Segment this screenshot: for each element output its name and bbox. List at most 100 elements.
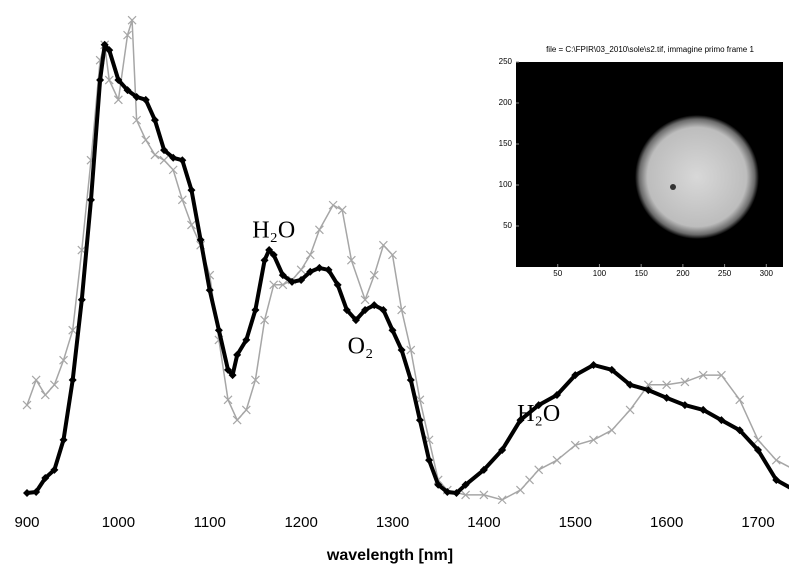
x-tick-label: 200 — [676, 269, 690, 278]
x-marker — [328, 200, 338, 210]
diamond-marker — [100, 40, 109, 49]
x-marker — [534, 465, 544, 475]
diamond-marker — [406, 375, 415, 384]
x-marker — [397, 305, 407, 315]
x-marker — [552, 455, 562, 465]
x-marker — [305, 250, 315, 260]
diamond-marker — [333, 280, 342, 289]
diamond-marker — [662, 393, 671, 402]
x-tick-label: 300 — [760, 269, 774, 278]
diamond-marker — [228, 371, 237, 380]
diamond-marker — [534, 401, 543, 410]
x-marker — [369, 270, 379, 280]
diamond-marker — [297, 275, 306, 284]
diamond-marker — [86, 195, 95, 204]
diamond-marker — [479, 465, 488, 474]
x-marker — [269, 280, 279, 290]
diamond-marker — [461, 480, 470, 489]
x-tick-label: 1200 — [284, 514, 317, 531]
x-marker — [771, 455, 781, 465]
diamond-marker — [680, 401, 689, 410]
diamond-marker — [571, 371, 580, 380]
x-marker — [260, 315, 269, 325]
diamond-marker — [187, 186, 196, 195]
x-marker — [337, 205, 347, 215]
diamond-marker — [589, 361, 598, 370]
diamond-marker — [516, 416, 525, 425]
x-marker — [346, 255, 356, 265]
diamond-marker — [224, 365, 233, 374]
x-marker — [168, 165, 178, 175]
diamond-marker — [242, 335, 251, 344]
x-marker — [150, 150, 160, 160]
x-marker — [388, 250, 397, 260]
diamond-marker — [434, 480, 443, 489]
diamond-marker — [717, 416, 726, 425]
diamond-marker — [498, 446, 507, 455]
diamond-marker — [452, 489, 461, 497]
x-marker — [662, 380, 672, 390]
y-tick-label: 250 — [499, 57, 513, 66]
x-marker — [314, 225, 324, 235]
diamond-marker — [306, 267, 315, 276]
x-marker — [132, 115, 142, 125]
x-marker — [461, 490, 471, 500]
diamond-marker — [214, 326, 223, 335]
series-line — [26, 19, 789, 501]
x-marker — [68, 325, 78, 335]
x-marker — [378, 240, 388, 250]
diamond-marker — [644, 386, 653, 395]
diamond-marker — [233, 350, 242, 359]
diamond-marker — [735, 426, 744, 435]
x-marker — [698, 370, 708, 380]
x-marker — [589, 435, 598, 445]
annotation: O₂ — [348, 334, 374, 360]
x-marker — [570, 440, 580, 450]
x-tick-label: 900 — [14, 514, 39, 531]
x-tick-label: 1600 — [650, 514, 683, 531]
x-marker — [31, 375, 41, 385]
diamond-marker — [361, 305, 370, 314]
x-tick-label: 1700 — [741, 514, 774, 531]
x-marker — [479, 490, 489, 500]
x-tick-label: 1400 — [467, 514, 500, 531]
diamond-marker — [105, 46, 114, 55]
diamond-marker — [114, 76, 123, 85]
x-marker — [497, 495, 507, 505]
x-marker — [223, 395, 233, 405]
x-tick-label: 50 — [553, 269, 562, 278]
diamond-marker — [699, 405, 708, 414]
annotation: H₂O — [517, 401, 560, 427]
diamond-marker — [552, 390, 561, 399]
diamond-marker — [772, 475, 781, 484]
x-marker — [360, 295, 370, 305]
diamond-marker — [169, 153, 178, 162]
diamond-marker — [68, 375, 77, 384]
x-tick-label: 250 — [718, 269, 732, 278]
x-tick-label: 1300 — [376, 514, 409, 531]
sun-disc — [635, 115, 759, 239]
x-marker — [22, 400, 32, 410]
diamond-marker — [607, 365, 616, 374]
y-tick-label: 200 — [499, 98, 513, 107]
x-marker — [735, 395, 745, 405]
diamond-marker — [370, 301, 379, 310]
diamond-marker — [265, 246, 274, 255]
x-marker — [625, 405, 635, 415]
x-marker — [753, 435, 763, 445]
diamond-marker — [287, 277, 296, 286]
x-marker — [232, 415, 242, 425]
series-line — [26, 42, 789, 495]
x-marker — [49, 380, 59, 390]
diamond-marker — [260, 256, 269, 265]
diamond-marker — [315, 263, 324, 272]
diamond-marker — [41, 474, 50, 483]
diamond-marker — [388, 326, 397, 335]
diamond-marker — [269, 250, 278, 259]
y-tick-label: 150 — [499, 139, 513, 148]
diamond-marker — [754, 446, 762, 455]
x-marker — [40, 390, 50, 400]
x-marker — [159, 155, 169, 165]
x-marker — [127, 15, 137, 25]
diamond-marker — [123, 86, 132, 95]
